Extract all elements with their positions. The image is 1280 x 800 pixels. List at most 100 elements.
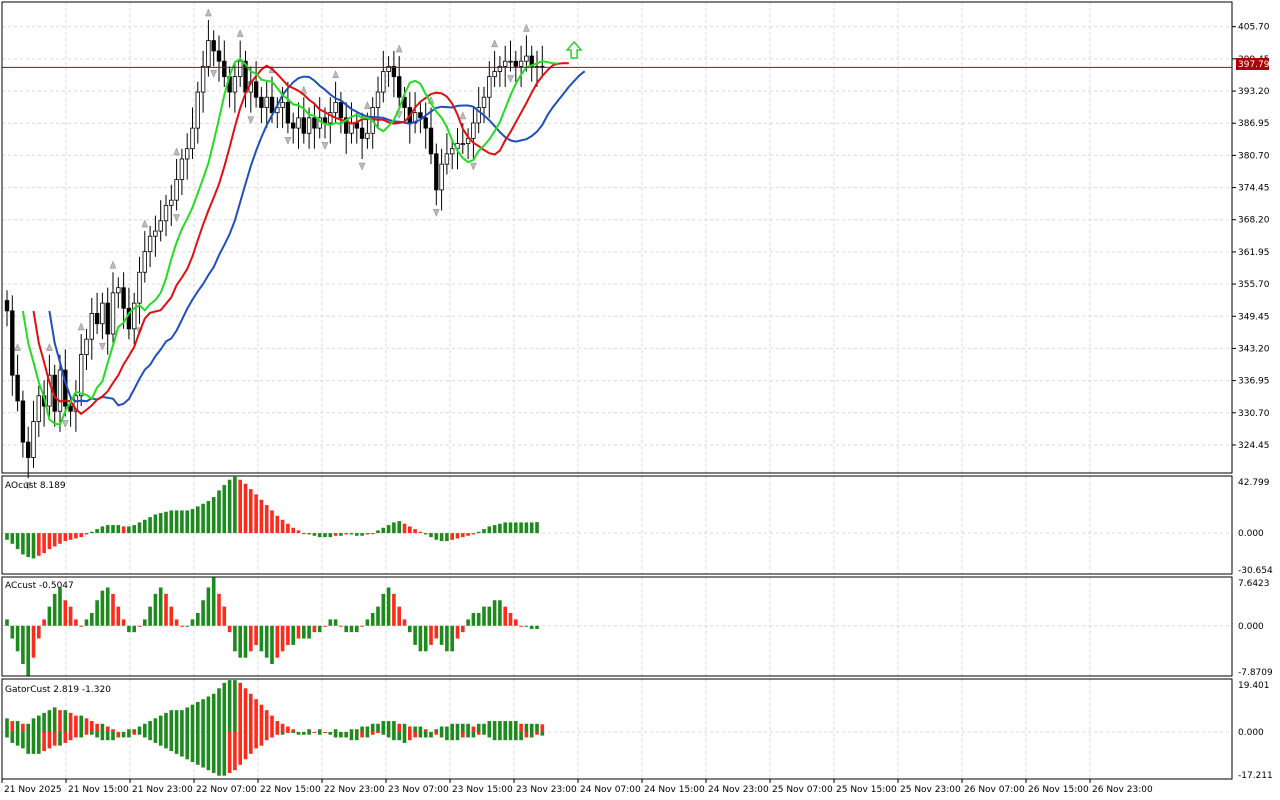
candle-up	[381, 71, 386, 93]
gator-bar	[270, 731, 274, 738]
ao-bar	[153, 514, 158, 534]
ao-bar	[514, 522, 518, 534]
gator-bar	[74, 715, 78, 732]
ao-bar	[339, 533, 343, 536]
gator-bar	[127, 731, 131, 738]
time-axis-label: 23 Nov 23:00	[516, 785, 577, 795]
ac-bar	[84, 619, 89, 626]
ac-axis-label: -7.8709	[1238, 668, 1273, 678]
ac-panel[interactable]	[5, 577, 539, 676]
ac-bar	[498, 600, 502, 626]
candle-up	[179, 158, 185, 180]
gator-bar	[158, 731, 163, 746]
candle-up	[481, 96, 487, 108]
time-axis-label: 25 Nov 23:00	[900, 785, 961, 795]
candle-up	[460, 143, 465, 145]
candle-down	[121, 287, 126, 309]
ac-bar	[381, 593, 386, 626]
ao-bar	[317, 533, 322, 538]
ao-bar	[455, 533, 460, 539]
fractal-up-marker	[459, 111, 467, 120]
fractal-up-marker	[46, 342, 53, 351]
gator-bar	[355, 731, 359, 741]
ac-bar	[180, 625, 184, 627]
ao-bar	[206, 501, 211, 534]
ao-bar	[84, 533, 89, 535]
candle-up	[110, 292, 116, 335]
gator-bar	[434, 729, 439, 732]
ac-bar	[376, 606, 380, 626]
gator-bar	[355, 729, 359, 732]
ao-panel[interactable]	[5, 475, 539, 559]
gator-bar	[111, 729, 115, 732]
ac-bar	[307, 625, 311, 639]
ac-bar	[312, 625, 317, 633]
candle-up	[492, 71, 497, 78]
ao-bar	[466, 533, 470, 536]
ac-bar	[487, 606, 492, 626]
gator-bar	[5, 718, 9, 732]
time-axis-label: 23 Nov 07:00	[388, 785, 449, 795]
gator-bar	[413, 731, 417, 738]
gator-bar	[450, 723, 454, 732]
gator-bar	[445, 726, 449, 732]
panel-border-ao	[1, 475, 1233, 575]
gator-bar	[243, 688, 248, 732]
candle-up	[280, 101, 285, 108]
gator-bar	[111, 731, 115, 741]
ac-bar	[26, 625, 30, 676]
candle-down	[222, 60, 227, 78]
ao-bar	[312, 533, 317, 536]
ac-bar	[148, 606, 152, 626]
time-axis-label: 24 Nov 15:00	[644, 785, 705, 795]
gator-bar	[529, 723, 534, 732]
ao-bar	[238, 479, 242, 534]
ao-bar	[307, 533, 311, 535]
candle-down	[285, 101, 291, 124]
gator-bar	[201, 699, 205, 732]
ao-bar	[402, 523, 407, 534]
ac-bar	[238, 625, 242, 658]
gator-bar	[445, 731, 449, 741]
candle-down	[343, 117, 349, 134]
fractal-down-marker	[173, 214, 180, 223]
fractal-down-marker	[432, 209, 440, 217]
current-price-tag: 397.79	[1236, 58, 1270, 70]
ao-bar	[381, 527, 386, 534]
gator-bar	[286, 731, 290, 733]
ao-bar	[190, 509, 195, 534]
ao-bar	[418, 531, 423, 534]
gator-bar	[408, 726, 412, 732]
gator-bar	[386, 721, 391, 732]
gator-bar	[482, 731, 486, 735]
candle-up	[200, 65, 206, 93]
ac-bar	[63, 600, 68, 626]
ao-bar	[492, 525, 497, 534]
ac-bar	[476, 613, 481, 626]
gator-bar	[418, 726, 423, 732]
price-axis-label: 324.45	[1238, 441, 1270, 451]
gator-bar	[275, 731, 280, 735]
ac-bar	[280, 625, 285, 652]
gator-bar	[74, 731, 78, 738]
gator-bar	[153, 731, 158, 743]
gator-bar	[535, 723, 539, 732]
ao-bar	[397, 521, 401, 534]
price-panel[interactable]	[2, 8, 1232, 490]
gator-bar	[169, 710, 174, 732]
ac-bar	[344, 625, 348, 633]
gator-panel[interactable]	[5, 680, 545, 776]
ao-bar	[365, 533, 370, 535]
ac-bar	[392, 593, 396, 626]
ao-bar	[132, 525, 136, 534]
gator-bar	[148, 731, 152, 741]
ac-bar	[328, 619, 333, 626]
gator-bar	[386, 731, 391, 738]
fractal-up-marker	[109, 260, 117, 269]
ac-bar	[74, 619, 78, 626]
ac-bar	[105, 587, 110, 626]
gator-bar	[508, 721, 513, 732]
ao-bar	[26, 533, 30, 558]
ao-bar	[429, 533, 433, 538]
